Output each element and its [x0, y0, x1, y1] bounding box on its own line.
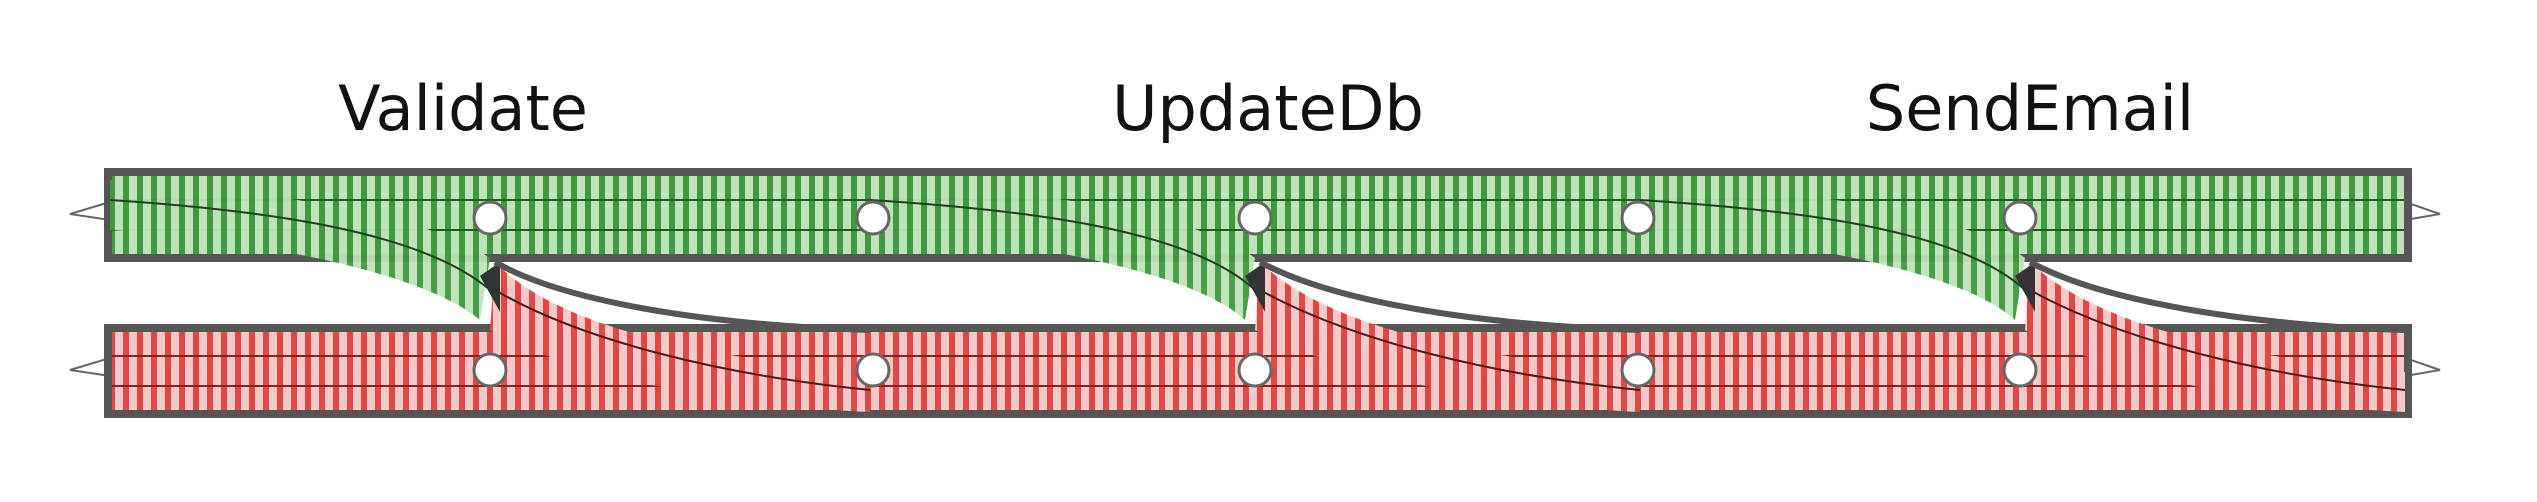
stage-label-sendemail: SendEmail [1865, 72, 2195, 145]
junction-dots [472, 200, 2038, 388]
junction-dot [1620, 200, 1656, 236]
junction-dot [855, 352, 891, 388]
stage-label-updatedb: UpdateDb [1112, 72, 1424, 145]
switch-validate [109, 180, 871, 412]
junction-dot [472, 200, 508, 236]
junction-dot [2002, 200, 2038, 236]
junction-dot [1237, 352, 1273, 388]
switch-updatedb [869, 180, 1641, 412]
stage-label-validate: Validate [338, 72, 588, 145]
junction-dot [855, 200, 891, 236]
switch-sendemail [1639, 180, 2406, 412]
junction-dot [1620, 352, 1656, 388]
junction-dot [472, 352, 508, 388]
junction-dot [1237, 200, 1273, 236]
junction-dot [2002, 352, 2038, 388]
